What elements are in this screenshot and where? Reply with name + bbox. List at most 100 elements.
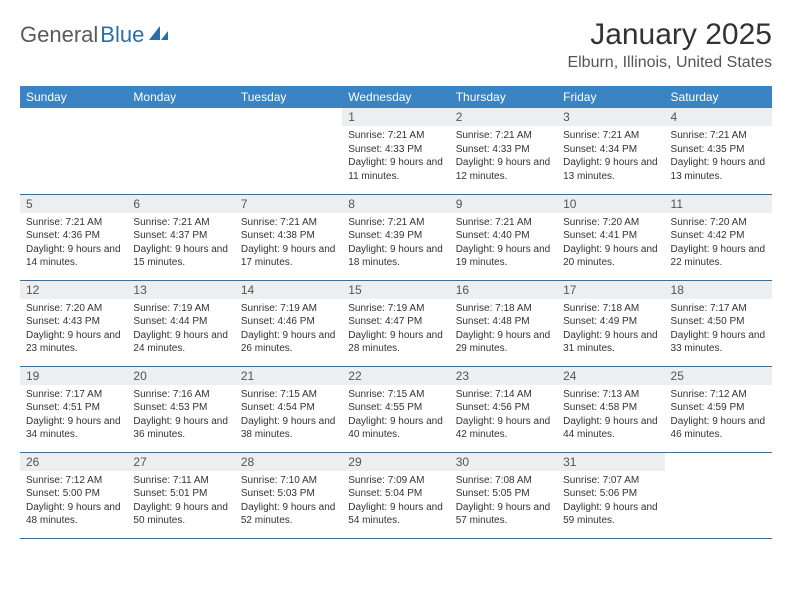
sunrise-text: Sunrise: 7:15 AM	[241, 388, 336, 402]
day-number: 20	[127, 367, 234, 385]
day-details: Sunrise: 7:18 AMSunset: 4:48 PMDaylight:…	[450, 299, 557, 360]
day-details: Sunrise: 7:13 AMSunset: 4:58 PMDaylight:…	[557, 385, 664, 446]
calendar-week-row: 1Sunrise: 7:21 AMSunset: 4:33 PMDaylight…	[20, 108, 772, 194]
day-number: 5	[20, 195, 127, 213]
day-number: 7	[235, 195, 342, 213]
sunrise-text: Sunrise: 7:21 AM	[456, 129, 551, 143]
sunrise-text: Sunrise: 7:12 AM	[26, 474, 121, 488]
sunset-text: Sunset: 5:03 PM	[241, 487, 336, 501]
calendar-day-cell: 7Sunrise: 7:21 AMSunset: 4:38 PMDaylight…	[235, 194, 342, 280]
daylight-text: Daylight: 9 hours and 13 minutes.	[671, 156, 766, 183]
day-details: Sunrise: 7:10 AMSunset: 5:03 PMDaylight:…	[235, 471, 342, 532]
day-number: 6	[127, 195, 234, 213]
daylight-text: Daylight: 9 hours and 17 minutes.	[241, 243, 336, 270]
sunrise-text: Sunrise: 7:19 AM	[348, 302, 443, 316]
calendar-day-cell: 17Sunrise: 7:18 AMSunset: 4:49 PMDayligh…	[557, 280, 664, 366]
sunrise-text: Sunrise: 7:17 AM	[671, 302, 766, 316]
day-number	[235, 108, 342, 126]
day-details: Sunrise: 7:15 AMSunset: 4:55 PMDaylight:…	[342, 385, 449, 446]
title-block: January 2025 Elburn, Illinois, United St…	[567, 18, 772, 72]
daylight-text: Daylight: 9 hours and 23 minutes.	[26, 329, 121, 356]
calendar-day-cell: 11Sunrise: 7:20 AMSunset: 4:42 PMDayligh…	[665, 194, 772, 280]
daylight-text: Daylight: 9 hours and 48 minutes.	[26, 501, 121, 528]
calendar-day-cell: 14Sunrise: 7:19 AMSunset: 4:46 PMDayligh…	[235, 280, 342, 366]
calendar-day-cell: 12Sunrise: 7:20 AMSunset: 4:43 PMDayligh…	[20, 280, 127, 366]
day-details: Sunrise: 7:17 AMSunset: 4:51 PMDaylight:…	[20, 385, 127, 446]
day-number: 24	[557, 367, 664, 385]
day-details: Sunrise: 7:21 AMSunset: 4:35 PMDaylight:…	[665, 126, 772, 187]
calendar-week-row: 19Sunrise: 7:17 AMSunset: 4:51 PMDayligh…	[20, 366, 772, 452]
daylight-text: Daylight: 9 hours and 29 minutes.	[456, 329, 551, 356]
daylight-text: Daylight: 9 hours and 12 minutes.	[456, 156, 551, 183]
calendar-day-cell: 8Sunrise: 7:21 AMSunset: 4:39 PMDaylight…	[342, 194, 449, 280]
day-number: 29	[342, 453, 449, 471]
day-details: Sunrise: 7:14 AMSunset: 4:56 PMDaylight:…	[450, 385, 557, 446]
day-number: 11	[665, 195, 772, 213]
sunrise-text: Sunrise: 7:21 AM	[241, 216, 336, 230]
day-number: 22	[342, 367, 449, 385]
sunset-text: Sunset: 5:06 PM	[563, 487, 658, 501]
calendar-day-cell: 21Sunrise: 7:15 AMSunset: 4:54 PMDayligh…	[235, 366, 342, 452]
day-details: Sunrise: 7:21 AMSunset: 4:39 PMDaylight:…	[342, 213, 449, 274]
calendar-day-cell: 30Sunrise: 7:08 AMSunset: 5:05 PMDayligh…	[450, 452, 557, 538]
calendar-day-cell: 4Sunrise: 7:21 AMSunset: 4:35 PMDaylight…	[665, 108, 772, 194]
sunset-text: Sunset: 4:46 PM	[241, 315, 336, 329]
calendar-day-cell: 15Sunrise: 7:19 AMSunset: 4:47 PMDayligh…	[342, 280, 449, 366]
calendar-day-cell: 2Sunrise: 7:21 AMSunset: 4:33 PMDaylight…	[450, 108, 557, 194]
calendar-day-cell: 22Sunrise: 7:15 AMSunset: 4:55 PMDayligh…	[342, 366, 449, 452]
sunset-text: Sunset: 5:00 PM	[26, 487, 121, 501]
sunrise-text: Sunrise: 7:11 AM	[133, 474, 228, 488]
day-number: 12	[20, 281, 127, 299]
calendar-day-cell: 6Sunrise: 7:21 AMSunset: 4:37 PMDaylight…	[127, 194, 234, 280]
sunset-text: Sunset: 4:58 PM	[563, 401, 658, 415]
daylight-text: Daylight: 9 hours and 19 minutes.	[456, 243, 551, 270]
day-details: Sunrise: 7:21 AMSunset: 4:37 PMDaylight:…	[127, 213, 234, 274]
sunrise-text: Sunrise: 7:18 AM	[456, 302, 551, 316]
logo-sail-icon	[148, 22, 170, 48]
day-number: 23	[450, 367, 557, 385]
calendar-day-cell: 10Sunrise: 7:20 AMSunset: 4:41 PMDayligh…	[557, 194, 664, 280]
daylight-text: Daylight: 9 hours and 46 minutes.	[671, 415, 766, 442]
sunset-text: Sunset: 4:33 PM	[456, 143, 551, 157]
sunset-text: Sunset: 4:53 PM	[133, 401, 228, 415]
calendar-day-cell: 25Sunrise: 7:12 AMSunset: 4:59 PMDayligh…	[665, 366, 772, 452]
sunrise-text: Sunrise: 7:21 AM	[671, 129, 766, 143]
sunset-text: Sunset: 4:41 PM	[563, 229, 658, 243]
day-number	[665, 453, 772, 471]
brand-part1: General	[20, 22, 98, 48]
sunset-text: Sunset: 4:44 PM	[133, 315, 228, 329]
daylight-text: Daylight: 9 hours and 24 minutes.	[133, 329, 228, 356]
sunset-text: Sunset: 5:01 PM	[133, 487, 228, 501]
page-header: GeneralBlue January 2025 Elburn, Illinoi…	[20, 18, 772, 72]
day-number: 4	[665, 108, 772, 126]
sunset-text: Sunset: 4:34 PM	[563, 143, 658, 157]
day-header: Tuesday	[235, 86, 342, 108]
day-number: 14	[235, 281, 342, 299]
calendar-empty-cell	[665, 452, 772, 538]
day-number: 26	[20, 453, 127, 471]
day-header: Monday	[127, 86, 234, 108]
daylight-text: Daylight: 9 hours and 14 minutes.	[26, 243, 121, 270]
day-number: 13	[127, 281, 234, 299]
brand-part2: Blue	[100, 22, 144, 48]
sunset-text: Sunset: 4:43 PM	[26, 315, 121, 329]
day-details: Sunrise: 7:07 AMSunset: 5:06 PMDaylight:…	[557, 471, 664, 532]
calendar-day-cell: 5Sunrise: 7:21 AMSunset: 4:36 PMDaylight…	[20, 194, 127, 280]
day-details: Sunrise: 7:21 AMSunset: 4:40 PMDaylight:…	[450, 213, 557, 274]
calendar-day-cell: 29Sunrise: 7:09 AMSunset: 5:04 PMDayligh…	[342, 452, 449, 538]
day-number: 21	[235, 367, 342, 385]
sunrise-text: Sunrise: 7:19 AM	[241, 302, 336, 316]
sunrise-text: Sunrise: 7:21 AM	[133, 216, 228, 230]
calendar-week-row: 26 Sunrise: 7:12 AMSunset: 5:00 PMDayligh…	[20, 452, 772, 538]
daylight-text: Daylight: 9 hours and 36 minutes.	[133, 415, 228, 442]
calendar-day-cell: 20Sunrise: 7:16 AMSunset: 4:53 PMDayligh…	[127, 366, 234, 452]
day-number: 1	[342, 108, 449, 126]
day-details: Sunrise: 7:21 AMSunset: 4:33 PMDaylight:…	[450, 126, 557, 187]
location-text: Elburn, Illinois, United States	[567, 54, 772, 72]
sunset-text: Sunset: 4:59 PM	[671, 401, 766, 415]
calendar-day-cell: 26 Sunrise: 7:12 AMSunset: 5:00 PMDayligh…	[20, 452, 127, 538]
sunrise-text: Sunrise: 7:17 AM	[26, 388, 121, 402]
sunset-text: Sunset: 4:55 PM	[348, 401, 443, 415]
sunrise-text: Sunrise: 7:21 AM	[456, 216, 551, 230]
calendar-day-cell: 9Sunrise: 7:21 AMSunset: 4:40 PMDaylight…	[450, 194, 557, 280]
